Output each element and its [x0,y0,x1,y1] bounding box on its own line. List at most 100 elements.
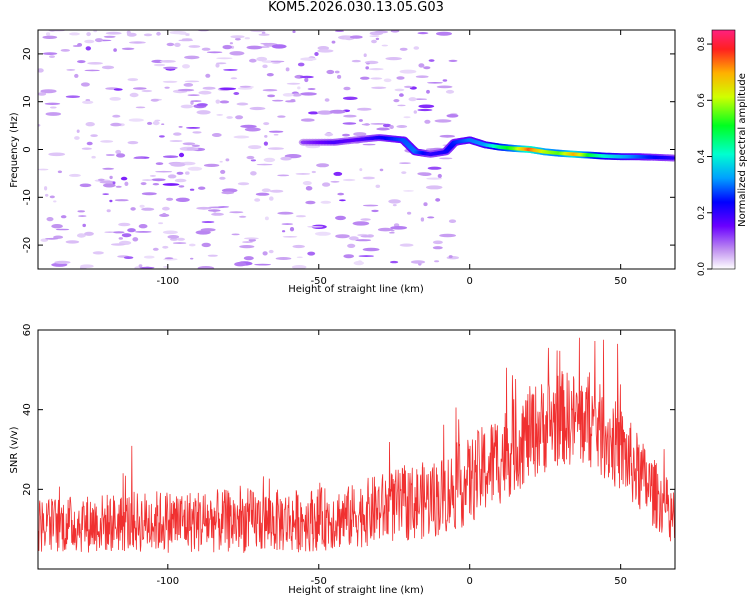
spectrogram-noise-cell [87,62,103,65]
spectrogram-noise-cell [362,176,375,180]
spectrogram-noise-cell [143,33,153,37]
spectrogram-noise-cell [286,82,301,85]
spectrogram-noise-cell [84,231,94,236]
spectrogram-noise-cell [399,93,404,97]
spectrogram-noise-cell [236,102,249,106]
spectrogram-noise-cell [198,90,212,95]
spectrogram-noise-cell [365,66,370,70]
spectrogram-noise-cell [42,35,58,39]
colorbar-gradient [711,29,736,270]
spectrogram-noise-cell [397,104,406,107]
spectrogram-noise-cell [162,245,169,249]
spectrogram-noise-cell [191,100,202,102]
spectrogram-noise-cell [176,171,184,175]
spectrogram-noise-cell [355,239,371,242]
spectrogram-noise-cell [219,160,223,163]
spectrogram-noise-cell [82,100,94,105]
spectrogram-noise-cell [342,133,350,137]
spectrogram-noise-cell [267,94,276,98]
spectrogram-noise-cell [48,152,66,157]
spectrogram-noise-cell [93,30,98,33]
spectrogram-noise-cell [353,132,367,137]
spectrogram-noise-cell [74,73,79,78]
spectrogram-noise-cell [188,45,201,48]
spectrogram-noise-cell [38,168,49,171]
spectrogram-noise-cell [335,30,344,32]
spectrogram-noise-cell [85,122,95,127]
spectrogram-noise-cell [180,104,194,109]
spectrogram-noise-cell [394,88,405,92]
spectrogram-noise-cell [403,116,411,119]
spectrogram-noise-cell [86,141,93,146]
spectrogram-noise-cell [371,86,387,90]
spectrogram-noise-cell [347,243,356,248]
spectrogram-noise-cell [335,234,350,239]
colorbar-tick-label: 0.4 [697,149,707,164]
spectrogram-noise-cell [38,124,41,127]
spectrogram-noise-cell [178,185,185,188]
spectrogram-noise-cell [51,224,63,229]
spectrogram-noise-cell [162,212,166,215]
colorbar-label: Normalized spectral amplitude [737,73,748,227]
spectrogram-noise-cell [162,183,180,186]
spectrogram-noise-cell [339,199,346,202]
spectrogram-noise-cell [292,244,305,249]
spectrogram-noise-cell [255,192,270,196]
spectrogram-noise-cell [292,30,296,33]
spectrogram-noise-cell [360,76,370,80]
spectrogram-noise-cell [40,89,57,94]
spectrogram-noise-cell [333,171,343,176]
spectrogram-noise-cell [102,167,115,170]
spectrogram-noise-cell [239,245,255,249]
spectrogram-noise-cell [153,63,166,67]
spectrogram-noise-cell [335,215,346,221]
spectrogram-noise-cell [104,231,116,233]
spectrogram-ridge-cell [669,156,675,160]
snr-x-label: Height of straight line (km) [288,585,424,596]
spectrogram-noise-cell [432,240,443,245]
spectrogram-noise-cell [324,98,330,102]
spectrogram-noise-cell [79,183,92,188]
spectrogram-noise-cell [244,127,261,132]
spectrogram-noise-cell [382,123,392,128]
spectrogram-noise-cell [198,186,206,190]
spectrogram-noise-cell [246,155,255,160]
spectrogram-noise-cell [363,53,367,57]
spectrogram-noise-cell [277,211,294,215]
spectrogram-noise-cell [45,112,62,116]
y-tick-label: 40 [22,403,33,416]
spectrogram-noise-cell [351,59,361,63]
spectrogram-noise-cell [163,66,178,70]
spectrogram-noise-cell [113,48,117,52]
spectrogram-noise-cell [329,109,346,114]
spectrogram-noise-cell [101,65,115,70]
spectrogram-noise-cell [439,157,453,160]
spectrogram-noise-cell [390,260,399,264]
spectrogram-noise-cell [243,256,254,261]
spectrogram-noise-cell [311,170,316,174]
spectrogram-noise-cell [267,147,284,150]
spectrogram-noise-cell [295,173,311,175]
spectrogram-noise-cell [42,52,58,55]
spectrogram-noise-cell [385,57,403,61]
spectrogram-noise-cell [203,163,220,167]
spectrogram-noise-cell [360,218,371,221]
spectrogram-noise-cell [208,209,221,212]
colorbar: 0.0 0.2 0.4 0.6 0.8 Normalized spectral ampl… [697,29,748,277]
colorbar-tick-label: 0.0 [697,262,707,277]
spectrogram-noise-cell [239,85,251,88]
spectrogram-noise-cell [186,127,201,129]
spectrogram-noise-cell [256,163,273,166]
spectrogram-noise-cell [77,210,86,213]
spectrogram-noise-cell [134,41,143,44]
x-tick-label: -100 [156,276,179,287]
spectrogram-noise-cell [393,99,400,103]
spectrogram-noise-cell [164,257,174,260]
spectrogram-noise-cell [163,155,179,158]
spectrogram-noise-cell [366,62,370,65]
spectrogram-noise-cell [381,44,388,47]
spectrogram-noise-cell [368,68,384,71]
spectrogram-noise-cell [271,44,287,49]
spectrogram-noise-cell [74,136,80,140]
